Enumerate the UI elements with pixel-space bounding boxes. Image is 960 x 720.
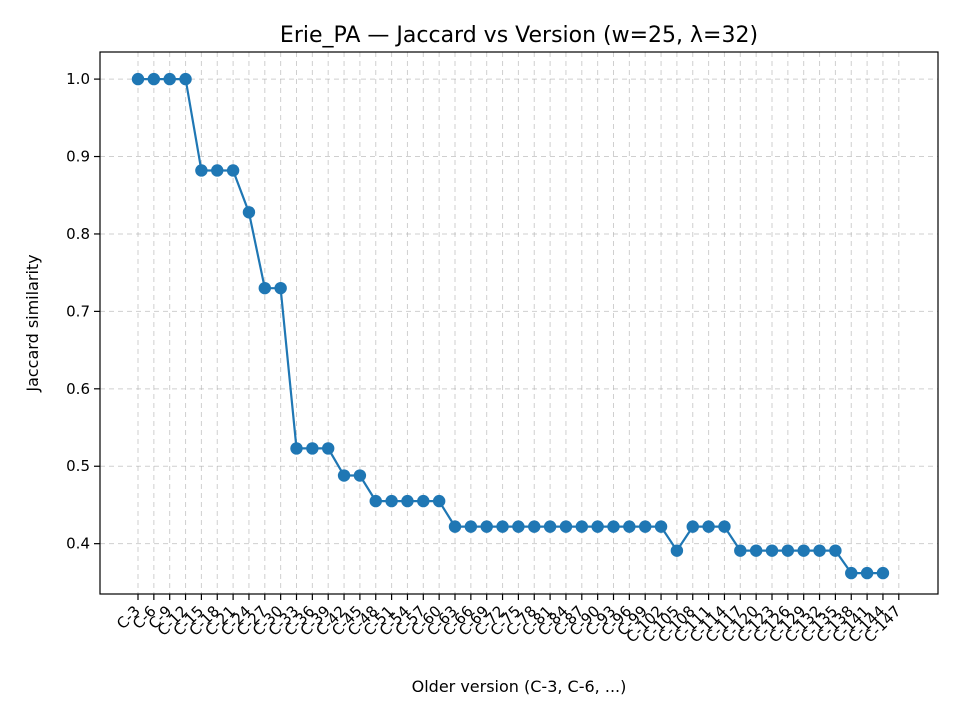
data-point	[417, 494, 430, 508]
data-point	[147, 72, 161, 86]
data-point	[448, 520, 462, 533]
data-point	[306, 442, 319, 455]
plot-frame	[99, 51, 939, 595]
data-point	[876, 566, 890, 580]
data-point	[607, 520, 620, 533]
x-axis: C-3C-6C-9C-12C-15C-18C-21C-24C-27C-30C-3…	[113, 594, 905, 646]
data-point	[623, 520, 636, 533]
y-tick-label: 0.8	[66, 225, 90, 243]
data-point	[813, 544, 826, 557]
data-point	[337, 469, 351, 482]
data-point	[575, 520, 588, 533]
data-point	[845, 566, 858, 580]
y-axis: 0.4 0.5 0.6 0.7 0.8 0.9 1.0	[66, 70, 100, 553]
data-point	[512, 520, 525, 533]
series-layer	[131, 72, 890, 580]
data-point	[322, 442, 335, 455]
data-point	[163, 72, 176, 86]
data-point	[290, 442, 303, 455]
y-tick-label: 0.7	[66, 302, 90, 320]
x-axis-label: Older version (C-3, C-6, ...)	[412, 677, 627, 696]
data-point	[686, 520, 699, 533]
data-point	[781, 544, 795, 557]
data-point	[765, 544, 779, 557]
data-point	[226, 164, 240, 177]
y-tick-label: 1.0	[66, 70, 90, 88]
y-tick-label: 0.9	[66, 148, 90, 166]
y-tick-label: 0.6	[66, 380, 90, 398]
y-tick-label: 0.4	[66, 535, 90, 553]
data-point	[749, 544, 763, 557]
data-point	[528, 520, 541, 533]
data-point	[860, 566, 874, 580]
data-point	[242, 206, 256, 219]
data-point	[654, 520, 668, 533]
data-point	[131, 72, 145, 86]
data-point	[179, 72, 192, 86]
data-point	[670, 544, 684, 557]
chart-title: Erie_PA — Jaccard vs Version (w=25, λ=32…	[280, 23, 758, 48]
data-point	[639, 520, 652, 533]
y-tick-label: 0.5	[66, 457, 90, 475]
series-line	[138, 77, 883, 575]
data-point	[353, 469, 367, 482]
data-point	[464, 520, 478, 533]
data-point	[797, 544, 810, 557]
data-point	[274, 281, 287, 295]
data-point	[258, 281, 271, 295]
data-point	[211, 164, 224, 177]
data-point	[734, 544, 747, 557]
data-point	[496, 520, 509, 533]
data-point	[401, 494, 414, 508]
grid-layer	[100, 52, 938, 594]
data-point	[543, 520, 557, 533]
data-point	[559, 520, 573, 533]
data-point	[480, 520, 493, 533]
data-point	[718, 520, 731, 533]
y-axis-label: Jaccard similarity	[23, 254, 42, 392]
data-point	[702, 520, 715, 533]
data-point	[369, 494, 382, 508]
data-point	[591, 520, 604, 533]
data-point	[385, 494, 398, 508]
data-point	[432, 494, 446, 508]
data-point	[195, 164, 208, 177]
data-point	[829, 544, 842, 557]
